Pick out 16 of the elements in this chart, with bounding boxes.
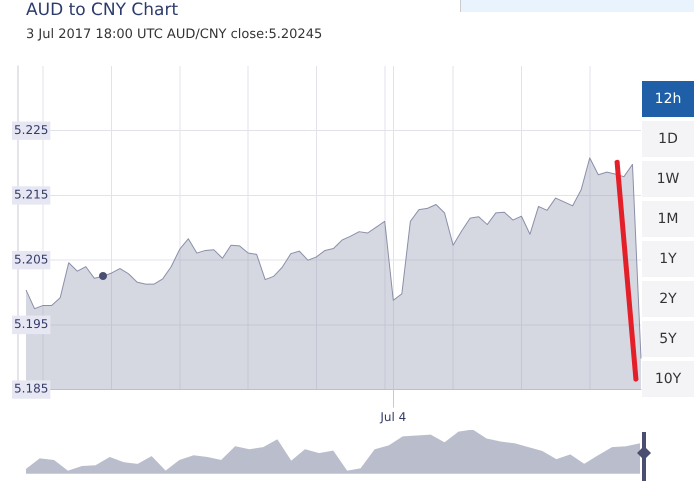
text: 1D (642, 121, 694, 157)
y-tick-label: 5.205 (14, 252, 48, 266)
y-tick-label: 5.225 (14, 122, 48, 137)
text: 2Y (642, 281, 694, 317)
y-tick-label: 5.185 (14, 382, 48, 396)
y-tick-label: 5.215 (14, 188, 48, 202)
chart-title: AUD to CNY Chart (26, 0, 178, 20)
y-tick-label: 5.195 (14, 317, 48, 332)
text: 12h (642, 81, 694, 117)
text: 10Y (642, 361, 694, 397)
x-tick-label: Jul 4 (379, 410, 406, 424)
text: 1W (642, 161, 694, 197)
text: 5Y (642, 321, 694, 357)
text: 1Y (642, 241, 694, 277)
text: 1M (642, 201, 694, 237)
chart-subtitle: 3 Jul 2017 18:00 UTC AUD/CNY close:5.20245 (26, 27, 322, 42)
